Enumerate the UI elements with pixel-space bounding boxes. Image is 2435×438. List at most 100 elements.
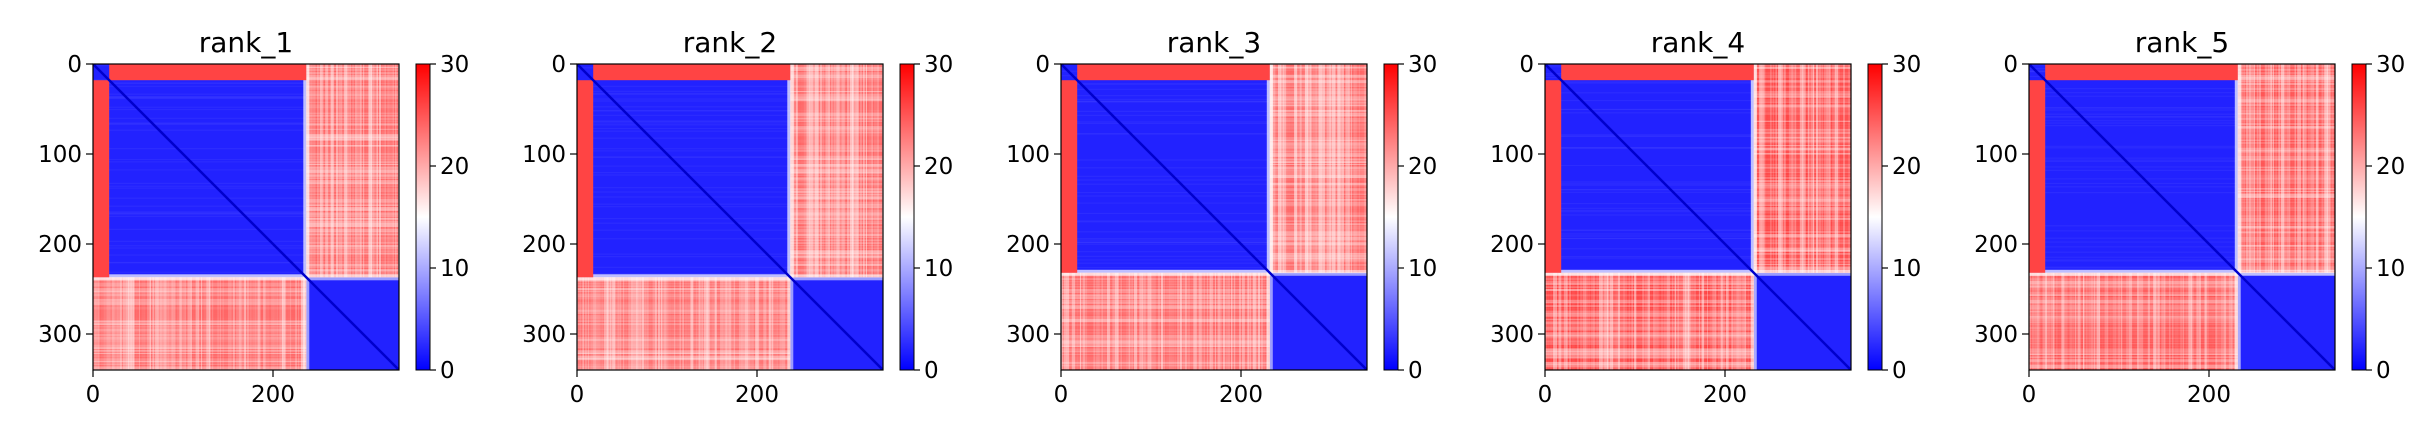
texture-stripe (1323, 64, 1326, 273)
texture-stripe (1590, 272, 1595, 370)
texture-stripe (1753, 207, 1851, 211)
texture-stripe (2207, 272, 2209, 370)
texture-stripe (306, 247, 399, 250)
texture-stripe (306, 261, 399, 263)
texture-stripe (2029, 124, 2238, 127)
texture-stripe (1770, 64, 1772, 273)
texture-stripe (2139, 272, 2144, 370)
texture-stripe (1753, 99, 1851, 102)
texture-stripe (741, 277, 744, 370)
chart-title: rank_4 (1651, 26, 1745, 59)
texture-stripe (2029, 259, 2238, 261)
texture-stripe (1561, 273, 1564, 370)
texture-stripe (1545, 81, 1754, 83)
texture-stripe (93, 290, 307, 293)
texture-stripe (1617, 272, 1621, 370)
texture-stripe (147, 277, 151, 370)
texture-stripe (1061, 324, 1270, 326)
texture-stripe (1753, 120, 1851, 122)
texture-stripe (790, 66, 883, 70)
y-tick-label: 300 (1006, 322, 1050, 348)
texture-stripe (871, 64, 874, 278)
texture-stripe (1245, 273, 1247, 370)
texture-stripe (828, 64, 830, 278)
texture-stripe (2237, 99, 2335, 103)
texture-stripe (1269, 136, 1367, 140)
axes-frame (92, 63, 400, 371)
texture-stripe (1799, 64, 1804, 273)
texture-stripe (1260, 272, 1263, 370)
texture-stripe (1754, 223, 1851, 225)
texture-stripe (1063, 272, 1067, 370)
texture-stripe (1269, 226, 1367, 229)
diagonal (577, 64, 883, 370)
texture-stripe (93, 277, 97, 370)
texture-stripe (2029, 237, 2238, 239)
texture-stripe (338, 64, 342, 278)
texture-stripe (2272, 64, 2275, 273)
texture-stripe (1196, 272, 1199, 370)
diagonal (2029, 64, 2335, 370)
texture-stripe (174, 277, 176, 370)
texture-stripe (790, 64, 883, 66)
texture-stripe (790, 134, 883, 137)
texture-stripe (2237, 228, 2335, 231)
texture-stripe (2326, 64, 2331, 273)
texture-stripe (1220, 272, 1223, 370)
texture-stripe (863, 64, 865, 278)
texture-stripe (333, 64, 336, 278)
texture-stripe (306, 93, 399, 97)
texture-stripe (755, 277, 759, 370)
texture-stripe (1545, 280, 1754, 285)
texture-stripe (1061, 307, 1270, 310)
texture-stripe (387, 64, 390, 278)
texture-stripe (722, 277, 726, 370)
texture-stripe (577, 253, 791, 255)
texture-stripe (1753, 153, 1851, 155)
texture-stripe (2096, 272, 2100, 370)
texture-stripe (2238, 213, 2335, 215)
x-tick-label: 200 (1703, 382, 1747, 408)
texture-stripe (2283, 64, 2287, 273)
texture-stripe (306, 161, 399, 164)
texture-stripe (2174, 272, 2179, 370)
y-tick-label: 200 (1974, 232, 2018, 258)
texture-stripe (93, 347, 307, 350)
texture-stripe (2237, 104, 2335, 106)
colorbar-tick-label: 30 (2376, 52, 2405, 78)
texture-stripe (1842, 64, 1846, 273)
texture-stripe (766, 277, 769, 370)
texture-stripe (1753, 93, 1851, 98)
texture-stripe (2237, 123, 2335, 125)
texture-stripe (322, 64, 324, 278)
texture-stripe (160, 277, 163, 370)
texture-stripe (577, 165, 791, 167)
texture-stripe (1079, 272, 1082, 370)
texture-stripe (306, 66, 399, 69)
texture-stripe (93, 123, 307, 126)
texture-stripe (2237, 172, 2335, 175)
texture-stripe (2112, 272, 2117, 370)
texture-stripe (612, 277, 616, 370)
texture-stripe (1269, 96, 1367, 100)
texture-stripe (2294, 64, 2297, 273)
domain-boundary (1266, 272, 1273, 370)
texture-stripe (2264, 64, 2267, 273)
texture-stripe (306, 169, 399, 173)
texture-stripe (1239, 272, 1241, 370)
texture-stripe (1061, 239, 1270, 241)
texture-stripe (1098, 272, 1103, 370)
texture-stripe (1269, 107, 1367, 109)
texture-stripe (1269, 261, 1367, 264)
texture-stripe (2220, 272, 2224, 370)
texture-stripe (652, 277, 657, 370)
texture-stripe (1061, 100, 1270, 102)
texture-stripe (1269, 239, 1367, 242)
texture-stripe (1845, 64, 1849, 273)
texture-stripe (1753, 231, 1851, 233)
texture-stripe (1753, 172, 1851, 174)
texture-stripe (647, 277, 649, 370)
texture-stripe (577, 290, 791, 293)
texture-stripe (1609, 272, 1614, 370)
